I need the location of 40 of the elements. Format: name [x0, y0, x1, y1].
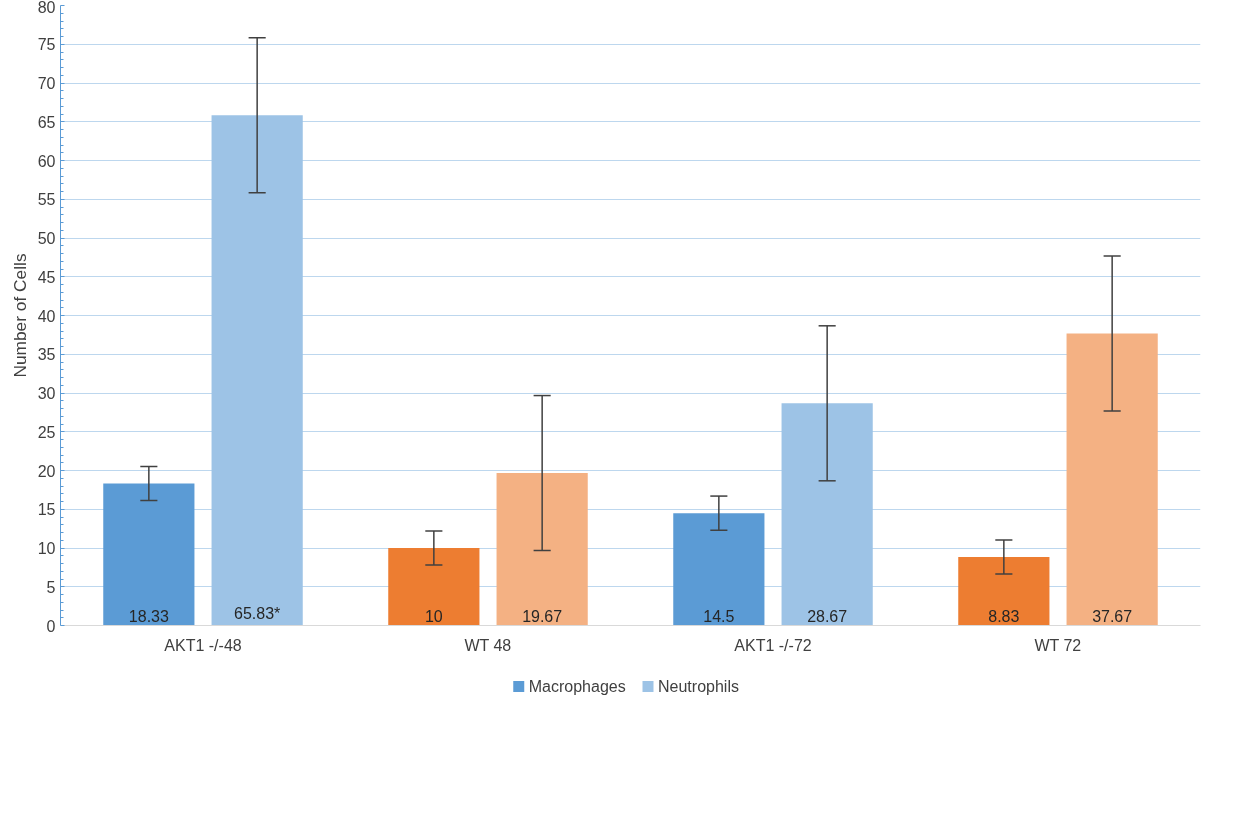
bar [781, 403, 873, 626]
y-tick-label: 75 [37, 36, 56, 54]
y-tick-label: 20 [37, 462, 56, 480]
data-label: 14.5 [703, 607, 735, 625]
y-tick-label: 10 [37, 540, 56, 557]
y-tick-label: 45 [37, 268, 56, 286]
y-tick-label: 15 [37, 501, 56, 519]
bar [103, 483, 195, 626]
y-tick-label: 80 [37, 0, 56, 16]
x-tick-label: AKT1 -/-72 [734, 636, 812, 654]
bar [496, 473, 588, 626]
y-tick-label: 5 [46, 578, 56, 596]
data-label: 28.67 [807, 607, 848, 625]
legend-label: Macrophages [528, 678, 626, 695]
y-tick-label: 30 [37, 385, 56, 402]
y-tick-label: 35 [37, 346, 56, 364]
y-tick-label: 0 [46, 617, 56, 635]
y-tick-label: 65 [37, 113, 56, 131]
data-label: 37.67 [1092, 607, 1133, 625]
bar [1066, 333, 1158, 626]
bar [673, 513, 765, 626]
y-tick-label: 70 [37, 75, 56, 92]
y-tick-label: 55 [37, 191, 56, 209]
bar [211, 115, 303, 626]
data-label: 19.67 [522, 607, 563, 625]
y-tick-label: 40 [37, 307, 56, 325]
y-tick-label: 50 [37, 230, 56, 247]
x-tick-label: AKT1 -/-48 [164, 636, 242, 654]
data-label: 8.83 [988, 607, 1020, 625]
bar [958, 557, 1050, 626]
data-label: 18.33 [128, 607, 169, 625]
bar [388, 548, 480, 626]
legend-label: Neutrophils [658, 678, 739, 695]
x-tick-label: WT 48 [464, 636, 512, 654]
y-tick-label: 25 [37, 423, 56, 441]
x-tick-label: WT 72 [1034, 636, 1082, 654]
y-tick-label: 60 [37, 152, 56, 170]
data-label: 10 [424, 607, 443, 625]
data-label: 65.83* [234, 604, 281, 622]
y-axis-title: Number of Cells [9, 253, 30, 378]
